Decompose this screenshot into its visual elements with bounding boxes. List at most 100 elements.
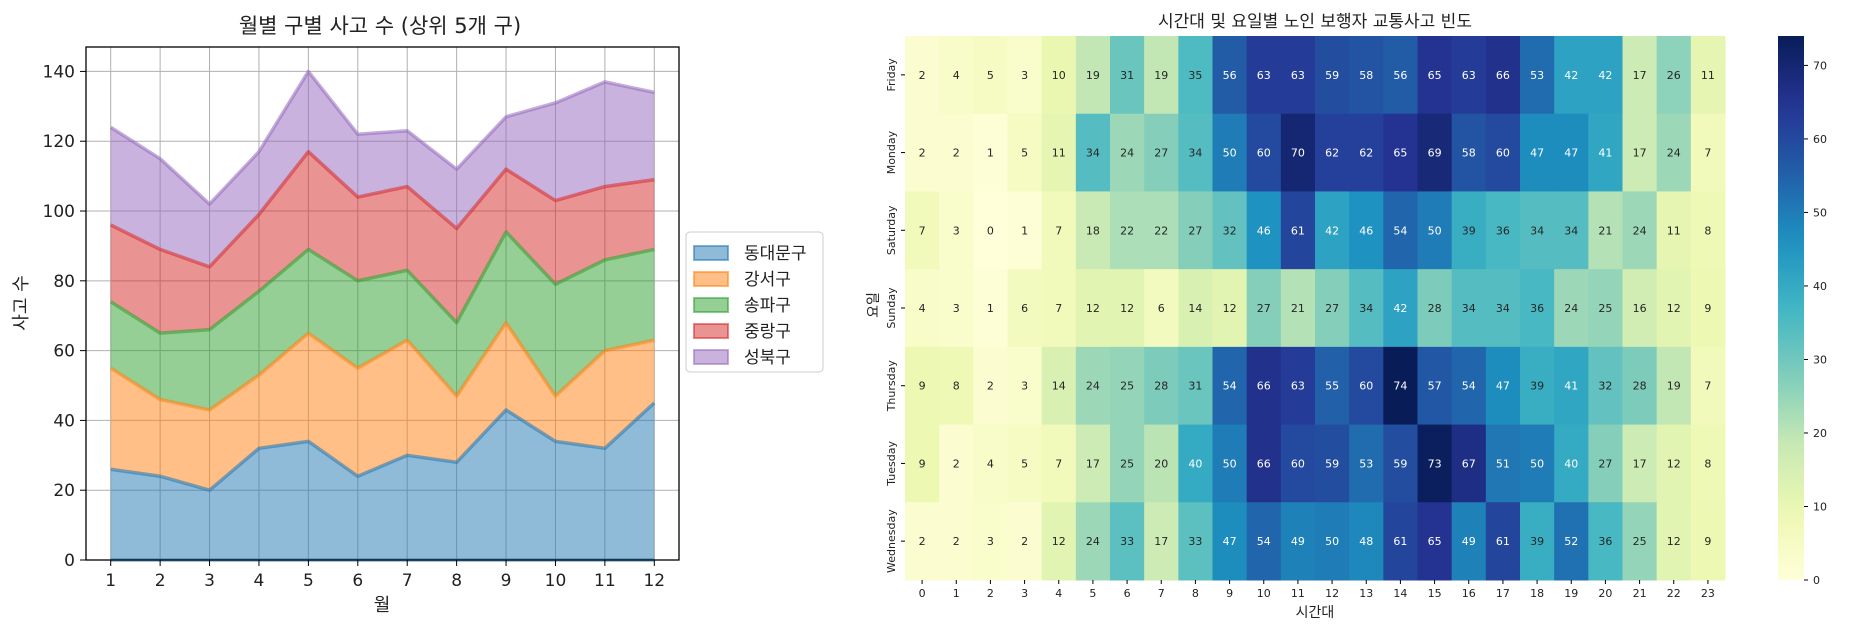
heatmap-cell-label: 6 bbox=[1158, 302, 1165, 315]
heatmap-cell bbox=[1656, 502, 1692, 581]
legend-label-3: 중랑구 bbox=[744, 322, 791, 342]
heatmap-cell bbox=[1212, 502, 1248, 581]
heatmap-cell-label: 47 bbox=[1223, 535, 1237, 548]
heatmap-x-tick-label: 1 bbox=[953, 587, 960, 600]
heatmap-cell-label: 8 bbox=[1704, 224, 1711, 237]
heatmap-x-tick-label: 13 bbox=[1359, 587, 1373, 600]
heatmap-cell bbox=[1383, 191, 1418, 270]
heatmap-cell bbox=[1144, 502, 1179, 581]
heatmap-cell bbox=[1212, 269, 1248, 348]
heatmap-cell bbox=[973, 424, 1008, 503]
heatmap-cell-label: 11 bbox=[1052, 147, 1066, 160]
heatmap-cell-label: 65 bbox=[1428, 69, 1442, 82]
heatmap-cell-label: 50 bbox=[1223, 147, 1237, 160]
legend-swatch-4 bbox=[693, 349, 729, 365]
heatmap-cell-label: 32 bbox=[1223, 224, 1237, 237]
heatmap-cell-label: 69 bbox=[1428, 147, 1442, 160]
heatmap-x-tick-label: 8 bbox=[1192, 587, 1199, 600]
heatmap-cell bbox=[1041, 346, 1077, 426]
heatmap-cell bbox=[1690, 269, 1726, 348]
heatmap-cell bbox=[939, 502, 974, 581]
heatmap-colorbar-ticks: 0 10 20 30 40 50 60 70 bbox=[1804, 59, 1827, 587]
heatmap-cell bbox=[1656, 346, 1692, 426]
heatmap-cell-label: 54 bbox=[1393, 224, 1407, 237]
area-y-tick-label: 60 bbox=[53, 342, 75, 362]
area-y-tick-label: 120 bbox=[43, 132, 75, 152]
heatmap-cell-label: 11 bbox=[1667, 224, 1681, 237]
heatmap-cell bbox=[1383, 113, 1418, 192]
heatmap-cell-label: 11 bbox=[1701, 69, 1715, 82]
heatmap-cell bbox=[1246, 191, 1282, 270]
heatmap-cell bbox=[1485, 113, 1521, 192]
heatmap-x-tick-label: 0 bbox=[919, 587, 926, 600]
heatmap-cell-label: 59 bbox=[1325, 69, 1339, 82]
heatmap-cell bbox=[1622, 113, 1658, 192]
heatmap-colorbar bbox=[1778, 36, 1804, 580]
heatmap-x-tick-label: 2 bbox=[987, 587, 994, 600]
heatmap-cell bbox=[1588, 269, 1623, 348]
heatmap-cell bbox=[1280, 424, 1316, 503]
heatmap-cell bbox=[1246, 346, 1282, 426]
heatmap-cell-label: 56 bbox=[1223, 69, 1237, 82]
heatmap-cell-label: 0 bbox=[987, 224, 994, 237]
heatmap-cell-label: 59 bbox=[1325, 457, 1339, 470]
heatmap-cell bbox=[1144, 36, 1179, 115]
heatmap-cell bbox=[1315, 191, 1350, 270]
heatmap-cell bbox=[1007, 502, 1043, 581]
heatmap-x-tick-label: 19 bbox=[1564, 587, 1578, 600]
heatmap-cell-label: 25 bbox=[1120, 457, 1134, 470]
heatmap-cell bbox=[1110, 269, 1145, 348]
heatmap-cell-label: 17 bbox=[1086, 457, 1100, 470]
heatmap-cell bbox=[1417, 269, 1453, 348]
colorbar-tick-label: 20 bbox=[1813, 427, 1827, 440]
heatmap-cell bbox=[1178, 191, 1213, 270]
heatmap-cell-label: 55 bbox=[1325, 380, 1339, 393]
heatmap-cell bbox=[973, 113, 1008, 192]
heatmap-cell-label: 36 bbox=[1530, 302, 1544, 315]
heatmap-x-tick-label: 22 bbox=[1667, 587, 1681, 600]
heatmap-cell bbox=[1007, 269, 1043, 348]
heatmap-cell-label: 31 bbox=[1120, 69, 1134, 82]
heatmap-cell bbox=[905, 191, 940, 270]
area-x-tick-label: 12 bbox=[643, 571, 665, 591]
heatmap-cell-label: 39 bbox=[1530, 380, 1544, 393]
heatmap-cell bbox=[973, 36, 1008, 115]
heatmap-cell bbox=[1349, 269, 1384, 348]
heatmap-cell-label: 32 bbox=[1598, 380, 1612, 393]
heatmap-cell bbox=[1315, 113, 1350, 192]
area-x-tick-label: 10 bbox=[545, 571, 567, 591]
area-x-tick-label: 7 bbox=[402, 571, 413, 591]
heatmap-cell-label: 34 bbox=[1496, 302, 1510, 315]
heatmap-y-label: 요일 bbox=[866, 292, 882, 318]
legend-label-2: 송파구 bbox=[744, 296, 791, 316]
area-chart-layers bbox=[110, 71, 655, 560]
heatmap-cell bbox=[1554, 346, 1589, 426]
heatmap-x-tick-label: 23 bbox=[1701, 587, 1715, 600]
heatmap-cell-label: 10 bbox=[1052, 69, 1066, 82]
area-x-tick-label: 2 bbox=[155, 571, 166, 591]
heatmap-cell-label: 63 bbox=[1257, 69, 1271, 82]
heatmap-cell bbox=[1451, 36, 1487, 115]
heatmap-cell-label: 20 bbox=[1154, 457, 1168, 470]
heatmap-cell bbox=[973, 191, 1008, 270]
heatmap-cell bbox=[1690, 191, 1726, 270]
area-x-tick-label: 11 bbox=[594, 571, 616, 591]
heatmap-cell-label: 65 bbox=[1393, 147, 1407, 160]
heatmap-cell-label: 47 bbox=[1564, 147, 1578, 160]
heatmap-cell bbox=[1246, 424, 1282, 503]
heatmap-cell bbox=[1178, 269, 1213, 348]
heatmap-cell-label: 70 bbox=[1291, 147, 1305, 160]
heatmap-x-tick-label: 17 bbox=[1496, 587, 1510, 600]
heatmap-cell-label: 2 bbox=[919, 69, 926, 82]
heatmap-cell bbox=[1075, 191, 1111, 270]
heatmap-cell bbox=[1246, 36, 1282, 115]
heatmap-cell bbox=[1075, 113, 1111, 192]
heatmap-cell bbox=[1280, 346, 1316, 426]
heatmap-cell-label: 42 bbox=[1598, 69, 1612, 82]
heatmap-cell bbox=[905, 502, 940, 581]
heatmap-y-tick-label: Tuesday bbox=[885, 441, 898, 487]
heatmap-cell bbox=[1588, 36, 1623, 115]
heatmap-cell-label: 2 bbox=[1021, 535, 1028, 548]
heatmap-x-tick-label: 16 bbox=[1462, 587, 1476, 600]
heatmap-cell-label: 34 bbox=[1359, 302, 1373, 315]
